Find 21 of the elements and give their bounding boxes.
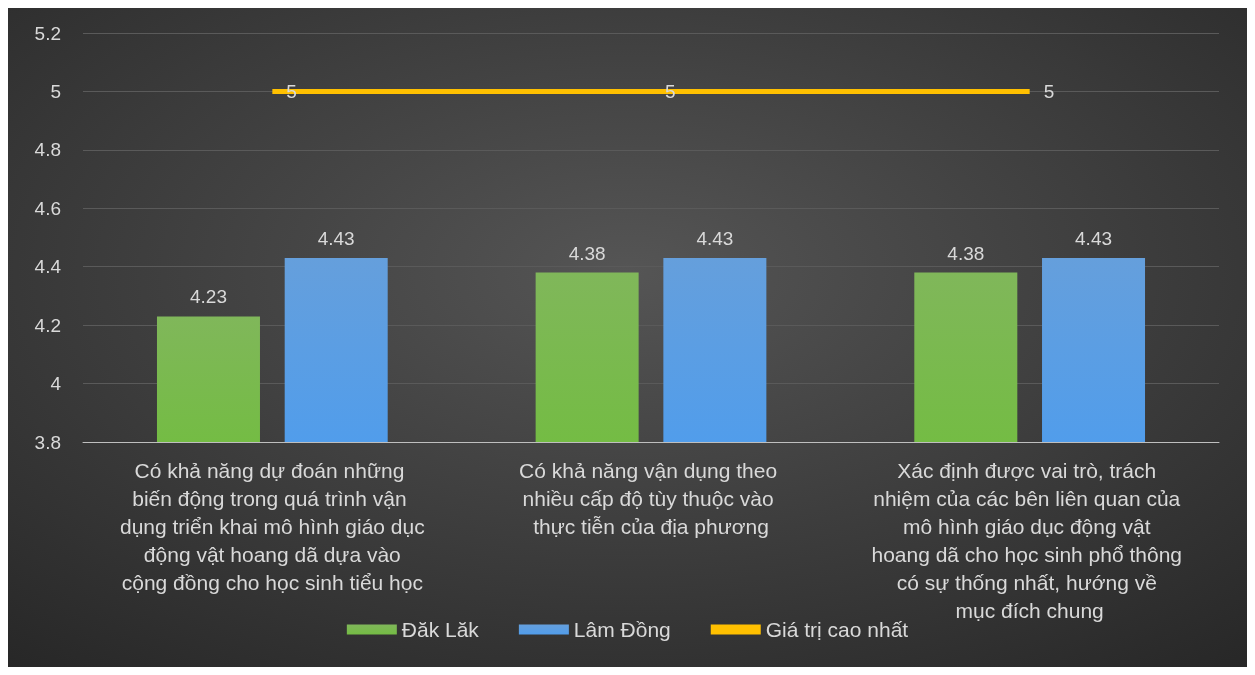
y-tick-label: 3.8	[34, 431, 61, 453]
legend-label: Đăk Lăk	[401, 618, 480, 641]
data-label: 4.43	[1075, 227, 1113, 249]
data-label: 4.43	[696, 227, 734, 249]
data-label: 4.38	[568, 242, 606, 264]
data-label: 4.38	[947, 242, 985, 264]
y-tick-label: 4	[50, 373, 62, 395]
data-label: 4.43	[317, 227, 355, 249]
y-tick-label: 4.2	[34, 314, 61, 336]
legend-label: Lâm Đồng	[573, 618, 671, 641]
data-label: 5	[286, 80, 297, 102]
data-label: 5	[665, 80, 676, 102]
data-label: 5	[1043, 80, 1055, 102]
y-tick-label: 4.4	[34, 256, 62, 278]
x-tick-label: Có khả năng dự đoán những biến động trong quá trình vận dụng triển khai mô hình giáo dục động vật hoang dã dựa vào cộng đồng cho học sinh tiểu học	[119, 458, 425, 594]
y-tick-label: 5.2	[34, 22, 61, 44]
y-tick-label: 5	[50, 80, 61, 102]
x-tick-label: Có khả năng vận dụng theo nhiều cấp độ tùy thuộc vào thực tiễn của địa phương	[519, 458, 783, 538]
y-tick-label: 4.8	[34, 139, 61, 161]
y-tick-label: 4.6	[34, 197, 61, 219]
data-label: 4.23	[189, 286, 227, 308]
